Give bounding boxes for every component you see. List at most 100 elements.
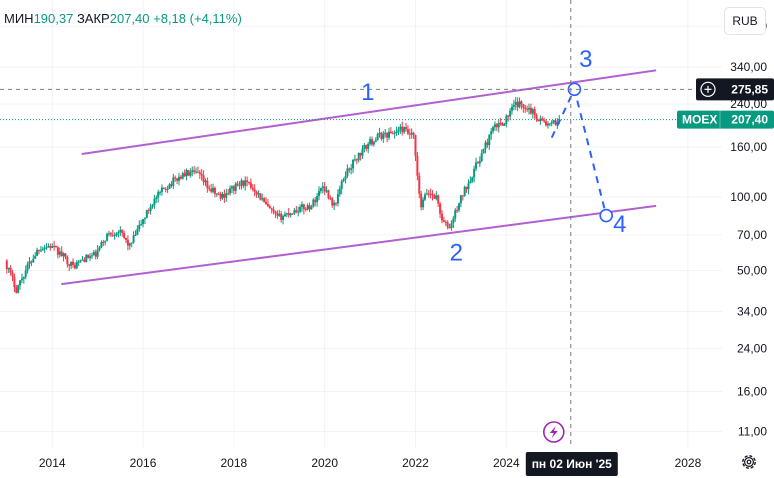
candle-body [338,189,341,195]
candle-body [83,259,86,263]
candle-body [367,143,370,149]
candle-body [5,260,8,270]
candle-body [528,107,531,110]
candle-body [43,247,46,250]
gear-icon[interactable] [740,453,758,471]
change-percent: (+4,11%) [189,11,242,26]
candle-body [115,233,118,236]
candle-body [34,255,37,259]
price-markers: 275,85 MOEX 207,40 пн 02 Июн '25 [525,78,774,476]
candle-body [136,229,139,235]
candle-body [22,276,25,279]
candle-body [444,221,447,223]
candle-body [196,171,199,173]
candle-body [300,204,303,207]
candle-body [64,253,67,258]
price-tick-label: 340,00 [730,60,767,74]
candle-body [391,133,394,135]
candle-body [134,234,137,236]
candle-body [461,195,464,197]
candle-body [268,206,271,209]
candle-body [200,174,203,176]
candle-body [153,199,156,206]
candle-body [174,177,177,179]
candle-body [331,198,334,206]
time-axis[interactable]: 2014 2016 2018 2020 2022 2024 2028 [39,456,702,470]
candle-body [403,127,406,133]
channel-upper-line[interactable] [81,69,657,155]
wave-projection[interactable] [550,82,614,223]
candle-body [206,180,209,189]
symbol-label: MOEX [682,113,717,127]
candle-body [482,148,485,154]
currency-button[interactable]: RUB [724,7,766,35]
candle-body [189,172,192,176]
candle-body [128,243,131,246]
candle-body [522,104,525,108]
candle-body [348,168,351,170]
candle-body [30,261,33,263]
candle-body [353,159,356,161]
candle-body [24,270,27,277]
candle-body [168,184,171,189]
candle-body [181,173,184,179]
candle-body [545,121,548,126]
candle-body [210,189,213,192]
candle-body [159,191,162,193]
candle-body [408,133,411,135]
candle-body [183,173,186,177]
candle-body [399,126,402,130]
candle-body [427,193,430,195]
candle-body [380,132,383,139]
candle-body [89,256,92,259]
candle-body [393,132,396,134]
candle-body [179,176,182,179]
candle-body [238,185,241,187]
time-tick-label: 2014 [39,456,66,470]
candle-body [312,199,315,207]
candle-body [503,124,506,126]
candle-body [32,258,35,263]
candle-body [185,170,188,177]
candle-body [125,237,128,240]
candle-body [274,211,277,214]
candle-body [440,213,443,221]
candle-body [26,264,29,271]
candle-body [465,186,468,190]
projection-marker[interactable] [599,208,614,223]
candle-body [293,210,296,214]
candle-body [548,123,551,125]
candle-body [501,123,504,126]
candle-body [282,216,285,220]
candle-body [469,181,472,184]
plus-circle-icon[interactable] [700,81,716,97]
candle-body [176,178,179,181]
candle-body [113,235,116,237]
candle-body [533,109,536,115]
candle-body [304,208,307,210]
candle-body [412,132,415,135]
candle-body [546,123,549,126]
candle-body [359,152,362,156]
candle-body [355,159,358,161]
candle-body [117,231,120,234]
candle-body [317,191,320,197]
channel-lower-line[interactable] [61,204,657,286]
candle-body [386,132,389,138]
candle-body [102,242,105,244]
last-price-label: 207,40 [731,113,768,127]
candle-body [295,210,298,212]
candle-body [249,182,252,188]
candle-body [130,242,133,244]
lightning-icon[interactable] [542,421,565,443]
candle-body [138,224,141,230]
candle-body [459,195,462,204]
candle-body [236,183,239,186]
candle-body [492,127,495,132]
candle-body [77,261,80,263]
trend-channel[interactable] [61,69,657,286]
candle-body [480,153,483,162]
candle-body [499,122,502,124]
candle-body [433,195,436,199]
